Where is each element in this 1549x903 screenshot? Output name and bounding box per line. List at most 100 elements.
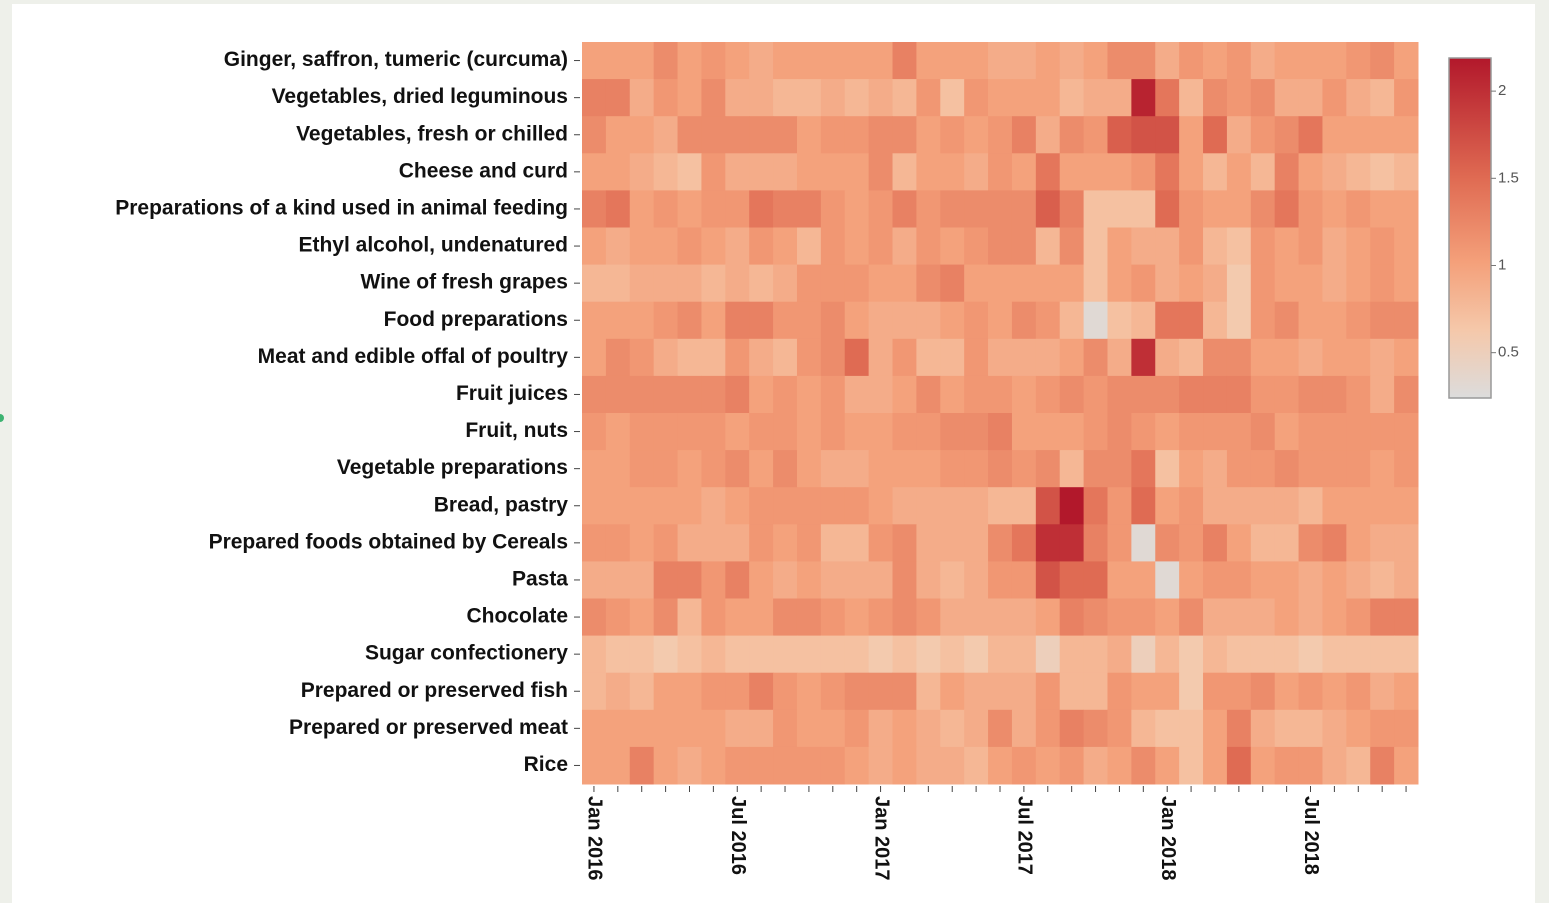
heat-cell <box>1250 301 1276 340</box>
heat-cell <box>1059 42 1085 80</box>
heat-cell <box>916 524 941 562</box>
heat-cell <box>1250 116 1276 154</box>
heat-cell <box>582 301 607 340</box>
heat-cell <box>796 709 822 748</box>
heat-cell <box>725 709 750 748</box>
heat-cell <box>629 116 655 154</box>
heat-cell <box>820 190 846 228</box>
heat-cell <box>916 598 941 637</box>
heat-cell <box>1250 746 1276 785</box>
heat-cell <box>1250 79 1276 117</box>
heat-cell <box>1011 375 1037 414</box>
heat-cell <box>1179 413 1204 451</box>
heat-cell <box>582 598 607 637</box>
heat-cell <box>1155 190 1180 228</box>
heat-cell <box>1250 264 1276 303</box>
heat-cell <box>820 598 846 637</box>
heat-cell <box>916 264 941 303</box>
heat-cell <box>868 338 894 377</box>
heat-cell <box>892 598 917 637</box>
heat-cell <box>964 301 989 340</box>
heat-cell <box>653 450 679 488</box>
heat-cell <box>868 153 894 191</box>
heat-cell <box>773 450 798 488</box>
heat-cell <box>1322 190 1347 228</box>
heat-cell <box>796 301 822 340</box>
heat-cell <box>1346 450 1371 488</box>
heat-cell <box>725 116 750 154</box>
heat-cell <box>749 42 774 80</box>
heat-cell <box>1155 598 1180 637</box>
heat-cell <box>1274 709 1300 748</box>
heat-cell <box>844 635 870 674</box>
heat-cell <box>582 264 607 303</box>
heat-cell <box>796 227 822 266</box>
heat-cell <box>988 264 1013 303</box>
heat-cell <box>940 42 965 80</box>
heat-cell <box>1346 301 1371 340</box>
heat-cell <box>1322 635 1347 674</box>
heat-cell <box>1250 413 1276 451</box>
heat-cell <box>629 190 655 228</box>
heat-cell <box>1107 153 1132 191</box>
heat-cell <box>1370 524 1395 562</box>
heat-cell <box>1131 524 1156 562</box>
heat-cell <box>1011 338 1037 377</box>
x-tick-label: Jan 2017 <box>870 796 892 881</box>
heat-cell <box>1083 301 1108 340</box>
heat-cell <box>1274 375 1300 414</box>
heat-cell <box>796 42 822 80</box>
heat-cell <box>892 301 917 340</box>
heat-cell <box>1155 42 1180 80</box>
heat-cell <box>1370 190 1395 228</box>
heat-cell <box>1155 116 1180 154</box>
heat-cell <box>701 375 726 414</box>
heat-cell <box>988 227 1013 266</box>
heat-cell <box>1274 413 1300 451</box>
side-dot <box>0 414 4 422</box>
heat-cell <box>892 524 917 562</box>
heat-cell <box>1059 338 1085 377</box>
heat-cell <box>940 598 965 637</box>
heat-cell <box>1370 153 1395 191</box>
heat-cell <box>844 672 870 711</box>
heat-cell <box>1394 709 1419 748</box>
heat-cell <box>1131 413 1156 451</box>
heat-cell <box>1059 746 1085 785</box>
heat-cell <box>796 561 822 599</box>
heat-cell <box>1370 635 1395 674</box>
heat-cell <box>725 227 750 266</box>
heat-cell <box>1155 375 1180 414</box>
heat-cell <box>1203 709 1228 748</box>
heat-cell <box>1298 413 1323 451</box>
heat-cell <box>940 709 965 748</box>
heat-cell <box>677 635 702 674</box>
heat-cell <box>701 598 726 637</box>
heat-cell <box>844 598 870 637</box>
heat-cell <box>1394 487 1419 525</box>
heat-cell <box>1250 487 1276 525</box>
heat-cell <box>1322 524 1347 562</box>
heat-cell <box>1370 450 1395 488</box>
heat-cell <box>1083 487 1108 525</box>
heat-cell <box>1203 487 1228 525</box>
heat-cell <box>1370 338 1395 377</box>
heat-cell <box>629 746 655 785</box>
heat-cell <box>701 450 726 488</box>
heat-cell <box>773 709 798 748</box>
heat-cell <box>749 635 774 674</box>
heat-cell <box>605 116 631 154</box>
heat-cell <box>988 450 1013 488</box>
heat-cell <box>1107 413 1132 451</box>
heat-cell <box>1203 190 1228 228</box>
heat-cell <box>1250 561 1276 599</box>
heat-cell <box>1394 301 1419 340</box>
heat-cell <box>677 338 702 377</box>
heat-cell <box>964 42 989 80</box>
heat-cell <box>749 450 774 488</box>
heat-cell <box>940 375 965 414</box>
heat-cell <box>964 227 989 266</box>
heat-cell <box>1370 672 1395 711</box>
heat-cell <box>653 561 679 599</box>
heat-cell <box>605 561 631 599</box>
